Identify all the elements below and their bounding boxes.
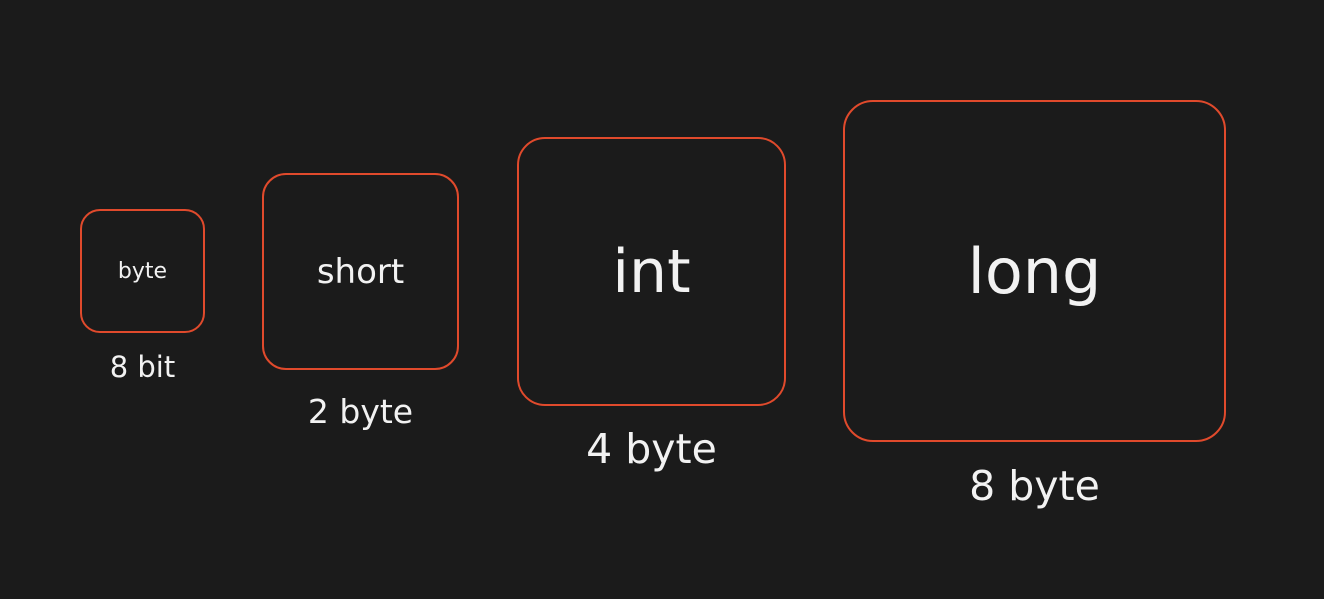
- type-size-int: 4 byte: [586, 425, 717, 473]
- type-size-byte: 8 bit: [109, 350, 176, 384]
- type-size-long: 8 byte: [969, 462, 1100, 510]
- type-name-short: short: [316, 251, 405, 292]
- type-box-int: int: [517, 137, 786, 406]
- type-name-long: long: [967, 234, 1102, 308]
- type-size-short: 2 byte: [307, 392, 414, 431]
- type-box-long: long: [843, 100, 1226, 442]
- type-name-int: int: [612, 236, 691, 307]
- type-box-short: short: [262, 173, 459, 370]
- type-name-byte: byte: [117, 258, 168, 284]
- type-box-byte: byte: [80, 209, 205, 333]
